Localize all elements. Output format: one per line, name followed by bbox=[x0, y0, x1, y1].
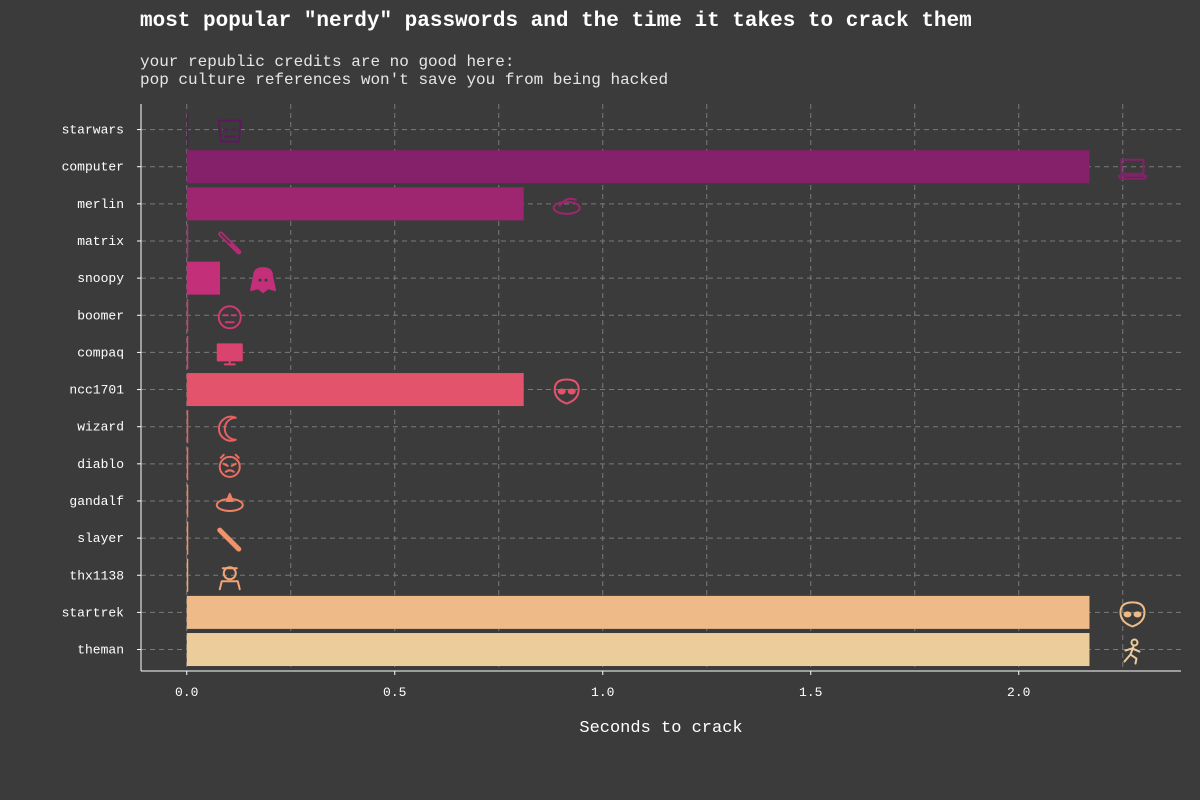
alien-icon bbox=[1119, 601, 1146, 628]
bar-merlin bbox=[186, 187, 524, 221]
bar-gandalf bbox=[186, 484, 189, 518]
moon-icon bbox=[218, 415, 237, 442]
bar-compaq bbox=[186, 335, 189, 369]
y-tick-label-ncc1701: ncc1701 bbox=[69, 383, 124, 398]
y-tick-label-thx1138: thx1138 bbox=[69, 568, 124, 583]
tick-labels: starwars computer merlin matrix snoopy boomer… bbox=[62, 123, 1031, 700]
bar-ncc1701 bbox=[186, 373, 524, 407]
laptop-icon bbox=[1117, 158, 1148, 180]
sword-icon bbox=[217, 527, 242, 552]
icons bbox=[215, 119, 1148, 665]
x-tick-label: 1.5 bbox=[799, 685, 822, 700]
matrix-pill-icon bbox=[218, 231, 242, 255]
computer-monitor-icon bbox=[216, 343, 243, 366]
alien-icon bbox=[553, 378, 580, 405]
gandalf-hat-icon bbox=[215, 492, 244, 512]
y-tick-label-theman: theman bbox=[77, 643, 124, 658]
x-axis-title: Seconds to crack bbox=[579, 719, 742, 738]
bar-computer bbox=[186, 150, 1090, 184]
robot-soldier-icon bbox=[218, 566, 241, 591]
x-tick-label: 0.5 bbox=[383, 685, 406, 700]
y-tick-label-wizard: wizard bbox=[77, 420, 124, 435]
y-tick-label-computer: computer bbox=[62, 160, 124, 175]
bars bbox=[186, 113, 1090, 667]
y-tick-label-matrix: matrix bbox=[77, 234, 124, 249]
y-tick-label-startrek: startrek bbox=[62, 605, 125, 620]
x-tick-label: 1.0 bbox=[591, 685, 614, 700]
y-tick-label-gandalf: gandalf bbox=[69, 494, 124, 509]
bar-wizard bbox=[186, 410, 189, 444]
snoopy-dog-icon bbox=[250, 267, 277, 294]
bar-startrek bbox=[186, 595, 1090, 629]
chart-subtitle-line-1: your republic credits are no good here: bbox=[140, 53, 515, 71]
bar-thx1138 bbox=[186, 558, 189, 592]
bar-theman bbox=[186, 633, 1090, 667]
bar-matrix bbox=[186, 224, 189, 258]
y-tick-label-merlin: merlin bbox=[77, 197, 124, 212]
x-tick-label: 0.0 bbox=[175, 685, 198, 700]
y-tick-label-slayer: slayer bbox=[77, 531, 124, 546]
bar-snoopy bbox=[186, 261, 221, 295]
devil-face-icon bbox=[218, 453, 241, 478]
y-tick-label-compaq: compaq bbox=[77, 345, 124, 360]
bar-slayer bbox=[186, 521, 189, 555]
chart-title: most popular "nerdy" passwords and the t… bbox=[140, 10, 972, 33]
bar-diablo bbox=[186, 447, 189, 481]
y-tick-label-starwars: starwars bbox=[62, 123, 124, 138]
bar-starwars bbox=[186, 113, 189, 147]
y-tick-label-diablo: diablo bbox=[77, 457, 124, 472]
wizard-hat-icon bbox=[552, 197, 581, 215]
old-man-icon bbox=[217, 305, 242, 330]
axes bbox=[140, 104, 1181, 672]
y-tick-label-boomer: boomer bbox=[77, 308, 124, 323]
chart-subtitle-line-2: pop culture references won't save you fr… bbox=[140, 71, 669, 89]
running-man-icon bbox=[1123, 638, 1141, 665]
x-tick-label: 2.0 bbox=[1007, 685, 1030, 700]
stormtrooper-icon bbox=[217, 119, 242, 143]
y-tick-label-snoopy: snoopy bbox=[77, 271, 124, 286]
bar-boomer bbox=[186, 298, 189, 332]
